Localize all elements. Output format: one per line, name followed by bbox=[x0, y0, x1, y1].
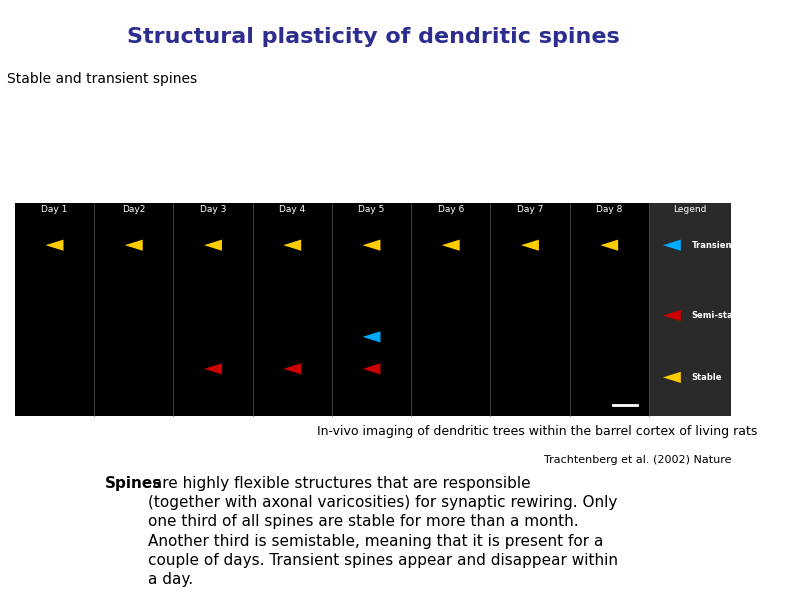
Polygon shape bbox=[363, 364, 380, 374]
Text: Stable and transient spines: Stable and transient spines bbox=[7, 72, 198, 86]
Polygon shape bbox=[204, 364, 222, 374]
Polygon shape bbox=[204, 240, 222, 250]
Text: are highly flexible structures that are responsible
(together with axonal varico: are highly flexible structures that are … bbox=[148, 476, 618, 587]
Text: Stable: Stable bbox=[692, 373, 723, 382]
Polygon shape bbox=[363, 240, 380, 250]
Text: Day 8: Day 8 bbox=[596, 205, 622, 214]
Polygon shape bbox=[45, 240, 64, 250]
Bar bbox=[649, 202, 731, 416]
Text: Day 5: Day 5 bbox=[358, 205, 384, 214]
Text: Legend: Legend bbox=[673, 205, 707, 214]
Polygon shape bbox=[600, 240, 619, 250]
Bar bbox=[15, 202, 731, 416]
Polygon shape bbox=[441, 240, 460, 250]
Text: Structural plasticity of dendritic spines: Structural plasticity of dendritic spine… bbox=[127, 27, 619, 46]
Text: Semi-stable: Semi-stable bbox=[692, 311, 748, 320]
Polygon shape bbox=[125, 240, 143, 250]
Polygon shape bbox=[521, 240, 539, 250]
Polygon shape bbox=[663, 240, 680, 250]
Polygon shape bbox=[283, 364, 301, 374]
Text: Day 7: Day 7 bbox=[517, 205, 543, 214]
Text: Trachtenberg et al. (2002) Nature: Trachtenberg et al. (2002) Nature bbox=[544, 455, 731, 465]
Text: Transient: Transient bbox=[692, 241, 736, 250]
Text: In-vivo imaging of dendritic trees within the barrel cortex of living rats: In-vivo imaging of dendritic trees withi… bbox=[317, 425, 757, 439]
Text: Day 4: Day 4 bbox=[279, 205, 306, 214]
Text: Day 3: Day 3 bbox=[200, 205, 226, 214]
Text: Spines: Spines bbox=[105, 476, 162, 491]
Polygon shape bbox=[363, 331, 380, 343]
Text: Day 1: Day 1 bbox=[41, 205, 67, 214]
Polygon shape bbox=[663, 310, 680, 321]
Polygon shape bbox=[663, 372, 680, 383]
Text: Day2: Day2 bbox=[122, 205, 145, 214]
Text: Day 6: Day 6 bbox=[437, 205, 464, 214]
Polygon shape bbox=[283, 240, 301, 250]
